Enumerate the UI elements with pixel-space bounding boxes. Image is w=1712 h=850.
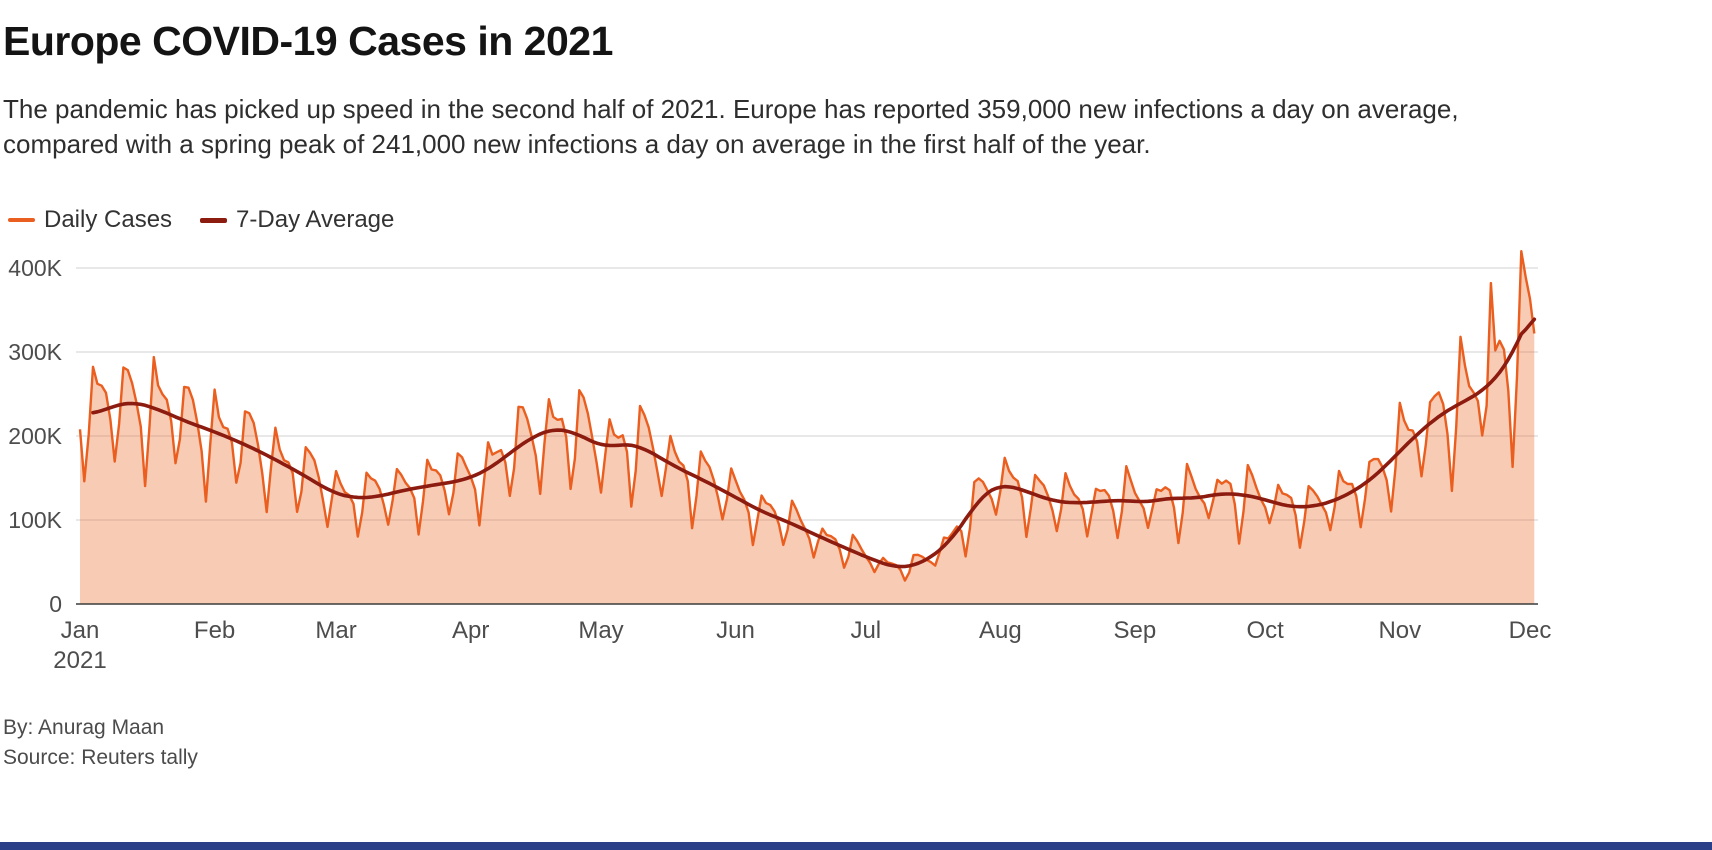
x-axis-label-aug: Aug [979, 617, 1022, 644]
page-title: Europe COVID-19 Cases in 2021 [3, 18, 613, 64]
legend-swatch [200, 217, 228, 223]
x-axis-label-jul: Jul [850, 617, 881, 644]
subtitle-line-1: The pandemic has picked up speed in the … [3, 94, 1459, 124]
byline: By: Anurag Maan [3, 716, 165, 739]
daily-cases-line [78, 250, 1536, 582]
x-axis-label-mar: Mar [315, 617, 356, 644]
subtitle-line-2: compared with a spring peak of 241,000 n… [3, 129, 1151, 159]
y-axis-label-0: 0 [49, 591, 62, 617]
y-axis-label-100K: 100K [8, 507, 62, 533]
chart-subtitle: The pandemic has picked up speed in the … [3, 92, 1459, 162]
legend-label-7-day-average: 7-Day Average [236, 206, 395, 233]
x-axis-label-oct: Oct [1247, 617, 1285, 644]
x-axis-label-nov: Nov [1378, 617, 1421, 644]
x-axis-label-jun: Jun [716, 617, 755, 644]
legend-swatch [8, 218, 35, 222]
legend-label-daily-cases: Daily Cases [44, 206, 173, 233]
x-axis-label-feb: Feb [194, 617, 235, 644]
y-axis-label-200K: 200K [8, 423, 62, 449]
x-axis-label-apr: Apr [452, 617, 489, 644]
source-credit: Source: Reuters tally [3, 746, 198, 769]
x-axis-label-may: May [578, 617, 623, 644]
legend-item-daily-cases: Daily Cases [8, 206, 172, 234]
x-axis-label-dec: Dec [1509, 617, 1552, 644]
y-axis-label-400K: 400K [8, 255, 62, 281]
y-axis-label-300K: 300K [8, 339, 62, 365]
daily-cases-area [80, 251, 1535, 604]
legend-item-7-day-average: 7-Day Average [200, 206, 394, 234]
x-axis-label-jan: Jan [61, 617, 100, 644]
brand-bar [0, 842, 1712, 850]
seven-day-average-line [91, 317, 1537, 569]
x-axis-year-label: 2021 [53, 647, 106, 674]
x-axis-label-sep: Sep [1114, 617, 1157, 644]
legend: Daily Cases 7-Day Average [8, 206, 394, 234]
